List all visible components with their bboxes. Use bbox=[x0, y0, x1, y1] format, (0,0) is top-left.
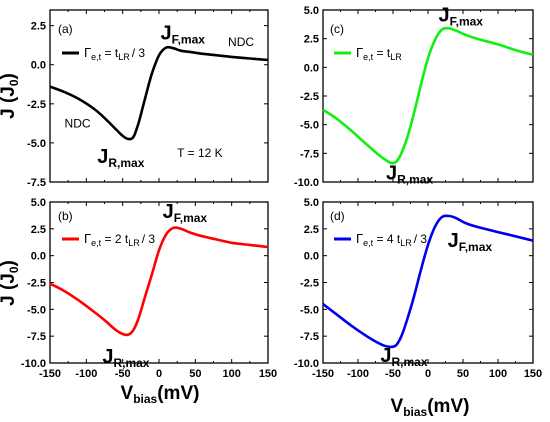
x-tick-label: 150 bbox=[524, 368, 542, 380]
jr-max-label: JR,max bbox=[102, 346, 149, 370]
x-tick-label: 150 bbox=[259, 368, 277, 380]
x-axis-title-right: Vbias(mV) bbox=[391, 396, 470, 419]
y-tick-label: 5.0 bbox=[304, 197, 319, 209]
legend-label: Γe,t = tLR bbox=[356, 45, 402, 62]
plot-frame bbox=[322, 9, 534, 183]
y-tick-label: 2.5 bbox=[31, 224, 46, 236]
x-tick-label: 0 bbox=[425, 368, 431, 380]
legend-label: Γe,t = 4 tLR/ 3 bbox=[356, 231, 427, 248]
panel-a: -7.5 -5.0 -2.5 0.0 2.5 (a) Γe,t = tLR/ 3 JF,max… bbox=[27, 9, 269, 189]
y-tick-label: -7.5 bbox=[27, 177, 46, 189]
y-tick-label: -10.0 bbox=[21, 358, 46, 370]
x-tick-label: -100 bbox=[75, 368, 97, 380]
y-tick-label: 2.5 bbox=[304, 224, 319, 236]
y-tick-label: -2.5 bbox=[27, 278, 46, 290]
y-tick-label: -5.0 bbox=[27, 304, 46, 316]
y-tick-label: -5.0 bbox=[27, 138, 46, 150]
y-tick-label: -2.5 bbox=[300, 278, 319, 290]
legend-label: Γe,t = 2 tLR/ 3 bbox=[84, 231, 155, 248]
y-tick-label: -7.5 bbox=[27, 331, 46, 343]
temp-annotation: T = 12 K bbox=[177, 146, 222, 160]
x-tick-label: -50 bbox=[385, 368, 401, 380]
jr-max-label: JR,max bbox=[386, 163, 433, 187]
y-tick-label: 0.0 bbox=[304, 62, 319, 74]
y-tick-label: -5.0 bbox=[300, 304, 319, 316]
series-line bbox=[49, 45, 269, 141]
x-axis-title-left: Vbias(mV) bbox=[121, 383, 200, 406]
y-tick-label: -2.5 bbox=[27, 99, 46, 111]
x-tick-label: -150 bbox=[39, 368, 61, 380]
y-tick-label: 0.0 bbox=[304, 251, 319, 263]
panel-label: (b) bbox=[58, 209, 73, 223]
x-tick-label: 0 bbox=[156, 368, 162, 380]
series-line bbox=[49, 226, 269, 337]
y-tick-label: 0.0 bbox=[31, 60, 46, 72]
y-tick-label: -7.5 bbox=[300, 148, 319, 160]
jf-max-label: JF,max bbox=[160, 23, 205, 47]
y-tick-label: -5.0 bbox=[300, 120, 319, 132]
x-tick-label: -100 bbox=[347, 368, 369, 380]
plot-frame bbox=[49, 201, 269, 364]
panel-label: (c) bbox=[330, 22, 344, 36]
panel-label: (d) bbox=[330, 209, 345, 223]
jf-max-label: JF,max bbox=[439, 4, 484, 28]
jf-max-label: JF,max bbox=[163, 201, 208, 225]
jr-max-label: JR,max bbox=[380, 345, 427, 369]
x-tick-label: 50 bbox=[457, 368, 469, 380]
x-tick-label: -50 bbox=[115, 368, 131, 380]
panel-d: -10.0 -7.5 -5.0 -2.5 0.0 2.5 5.0 -150 -100 -50 0 50… bbox=[294, 197, 542, 380]
plot-frame bbox=[322, 201, 534, 364]
y-axis-title-bottom: J (J0) bbox=[0, 260, 21, 306]
y-tick-label: 5.0 bbox=[31, 197, 46, 209]
panel-b: -10.0 -7.5 -5.0 -2.5 0.0 2.5 5.0 -150 -100 -50 0 50… bbox=[21, 197, 277, 380]
y-tick-label: 2.5 bbox=[304, 34, 319, 46]
y-axis-title-top: J (J0) bbox=[0, 73, 21, 119]
x-tick-label: 100 bbox=[222, 368, 240, 380]
ndc-left-annotation: NDC bbox=[65, 116, 91, 130]
series-line bbox=[322, 26, 534, 165]
ndc-right-annotation: NDC bbox=[228, 35, 254, 49]
jr-max-label: JR,max bbox=[97, 146, 144, 170]
y-tick-label: 5.0 bbox=[304, 5, 319, 17]
y-tick-label: -10.0 bbox=[294, 358, 319, 370]
panel-label: (a) bbox=[58, 22, 73, 36]
x-tick-label: 50 bbox=[189, 368, 201, 380]
jf-max-label: JF,max bbox=[448, 230, 493, 254]
y-tick-label: -2.5 bbox=[300, 91, 319, 103]
x-tick-label: -150 bbox=[312, 368, 334, 380]
x-tick-label: 100 bbox=[489, 368, 507, 380]
y-tick-label: 0.0 bbox=[31, 251, 46, 263]
y-tick-label: -7.5 bbox=[300, 331, 319, 343]
y-tick-label: -10.0 bbox=[294, 177, 319, 189]
series-line bbox=[322, 214, 534, 349]
y-tick-label: 2.5 bbox=[31, 21, 46, 33]
panel-c: -10.0 -7.5 -5.0 -2.5 0.0 2.5 5.0 (c) Γe,t = tLR J… bbox=[294, 4, 534, 189]
legend-label: Γe,t = tLR/ 3 bbox=[84, 45, 145, 62]
